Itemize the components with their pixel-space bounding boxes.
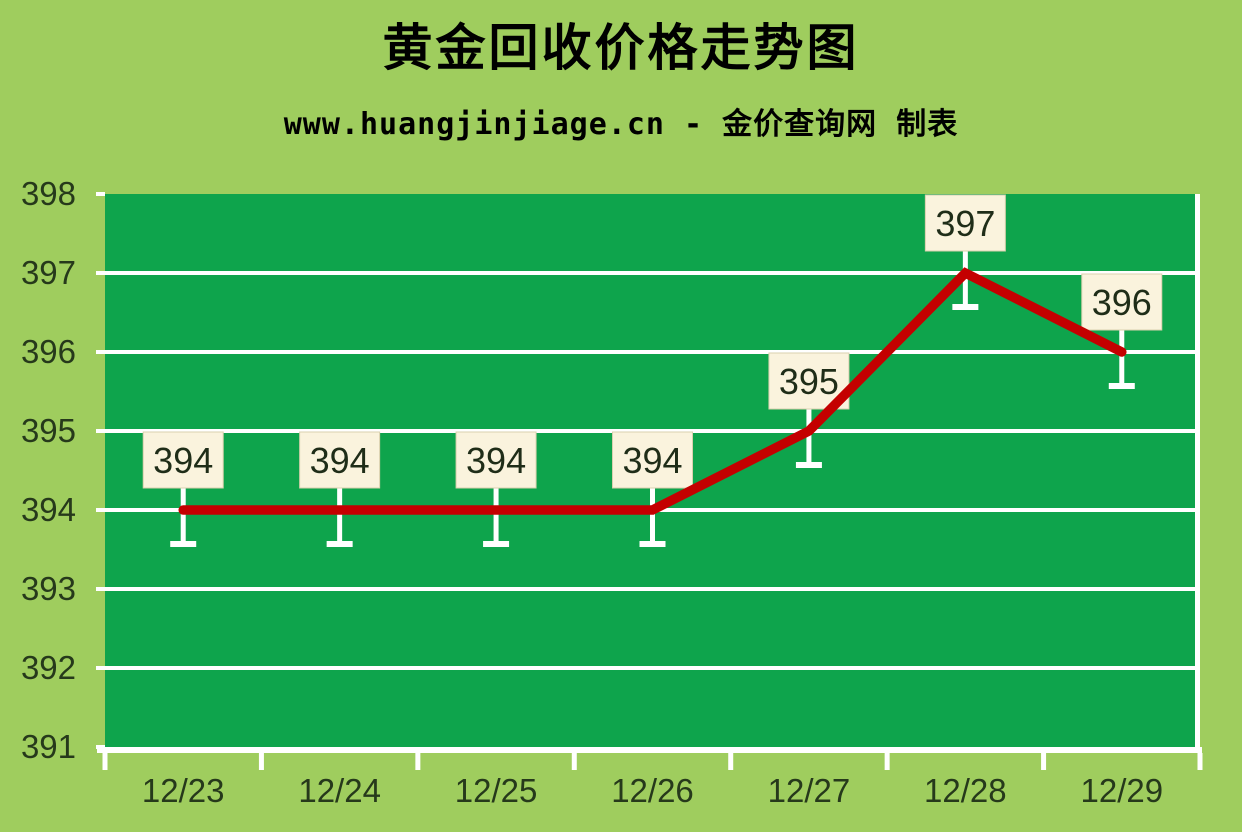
dropline-cap (170, 541, 197, 547)
y-axis-label: 394 (21, 491, 76, 528)
dropline-cap (639, 541, 666, 547)
x-axis-label: 12/26 (611, 772, 694, 809)
data-label-box (299, 431, 381, 489)
y-axis-label: 395 (21, 412, 76, 449)
x-axis-label: 12/28 (924, 772, 1007, 809)
chart-subtitle: www.huangjinjiage.cn - 金价查询网 制表 (283, 107, 959, 142)
x-axis-label: 12/27 (768, 772, 851, 809)
data-label-box (924, 194, 1006, 252)
dropline-cap (795, 462, 822, 468)
y-axis-label: 396 (21, 333, 76, 370)
data-label-box (612, 431, 693, 489)
y-axis-label: 398 (21, 175, 76, 212)
data-label-value: 397 (935, 203, 995, 244)
data-label-box (142, 431, 224, 489)
data-label-value: 394 (153, 440, 213, 481)
dropline-cap (1108, 383, 1135, 389)
data-label-value: 395 (779, 361, 839, 402)
dropline-cap (326, 541, 353, 547)
y-axis-label: 393 (21, 570, 76, 607)
dropline-cap (952, 304, 979, 310)
data-label-value: 394 (466, 440, 526, 481)
y-axis-label: 397 (21, 254, 76, 291)
data-label-value: 396 (1092, 282, 1152, 323)
price-line (178, 267, 1127, 515)
x-axis-label: 12/24 (298, 772, 381, 809)
data-label-value: 394 (310, 440, 370, 481)
y-axis-label: 391 (21, 728, 76, 765)
chart-title: 黄金回收价格走势图 (382, 18, 860, 77)
dropline-cap (483, 541, 510, 547)
x-axis-label: 12/29 (1080, 772, 1163, 809)
data-label-box (1081, 273, 1163, 331)
data-label-box (455, 431, 537, 489)
x-axis-label: 12/25 (455, 772, 538, 809)
y-axis-label: 392 (21, 649, 76, 686)
data-label-value: 394 (622, 440, 682, 481)
x-axis-label: 12/23 (142, 772, 225, 809)
